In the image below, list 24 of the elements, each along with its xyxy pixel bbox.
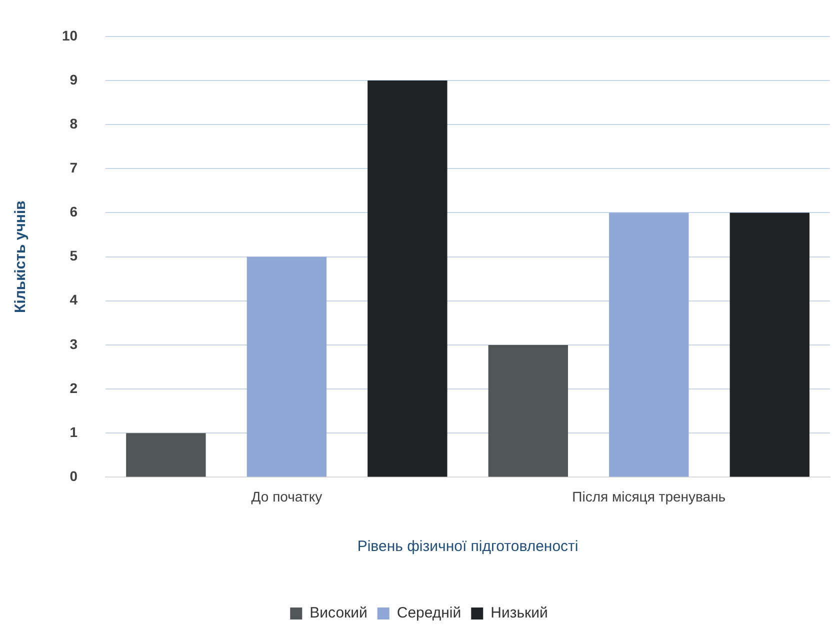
bar	[246, 256, 327, 477]
bar	[730, 212, 810, 477]
x-tick-label: До початку	[251, 488, 322, 504]
y-tick-label: 7	[70, 160, 78, 176]
y-tick-label: 9	[70, 71, 78, 88]
legend-label: Низький	[490, 604, 548, 622]
y-tick-label: 1	[70, 424, 78, 440]
y-tick-label: 3	[70, 336, 78, 352]
y-tick-label: 8	[70, 115, 78, 132]
bar	[368, 80, 448, 477]
legend-label: Високий	[310, 604, 368, 622]
y-tick-label: 0	[70, 468, 78, 484]
y-tick-label: 10	[62, 27, 78, 44]
y-tick-label: 4	[70, 292, 78, 308]
x-tick-label: Після місяця тренувань	[572, 488, 726, 504]
bar	[126, 433, 206, 477]
y-tick-label: 5	[70, 248, 78, 264]
x-axis-title: Рівень фізичної підготовленості	[357, 538, 578, 556]
y-axis-title: Кількість учнів	[12, 200, 30, 313]
bar	[488, 344, 568, 477]
y-tick-label: 2	[70, 380, 78, 396]
y-tick-label: 6	[70, 204, 78, 220]
bar	[609, 212, 689, 477]
legend-label: Середній	[396, 604, 462, 622]
